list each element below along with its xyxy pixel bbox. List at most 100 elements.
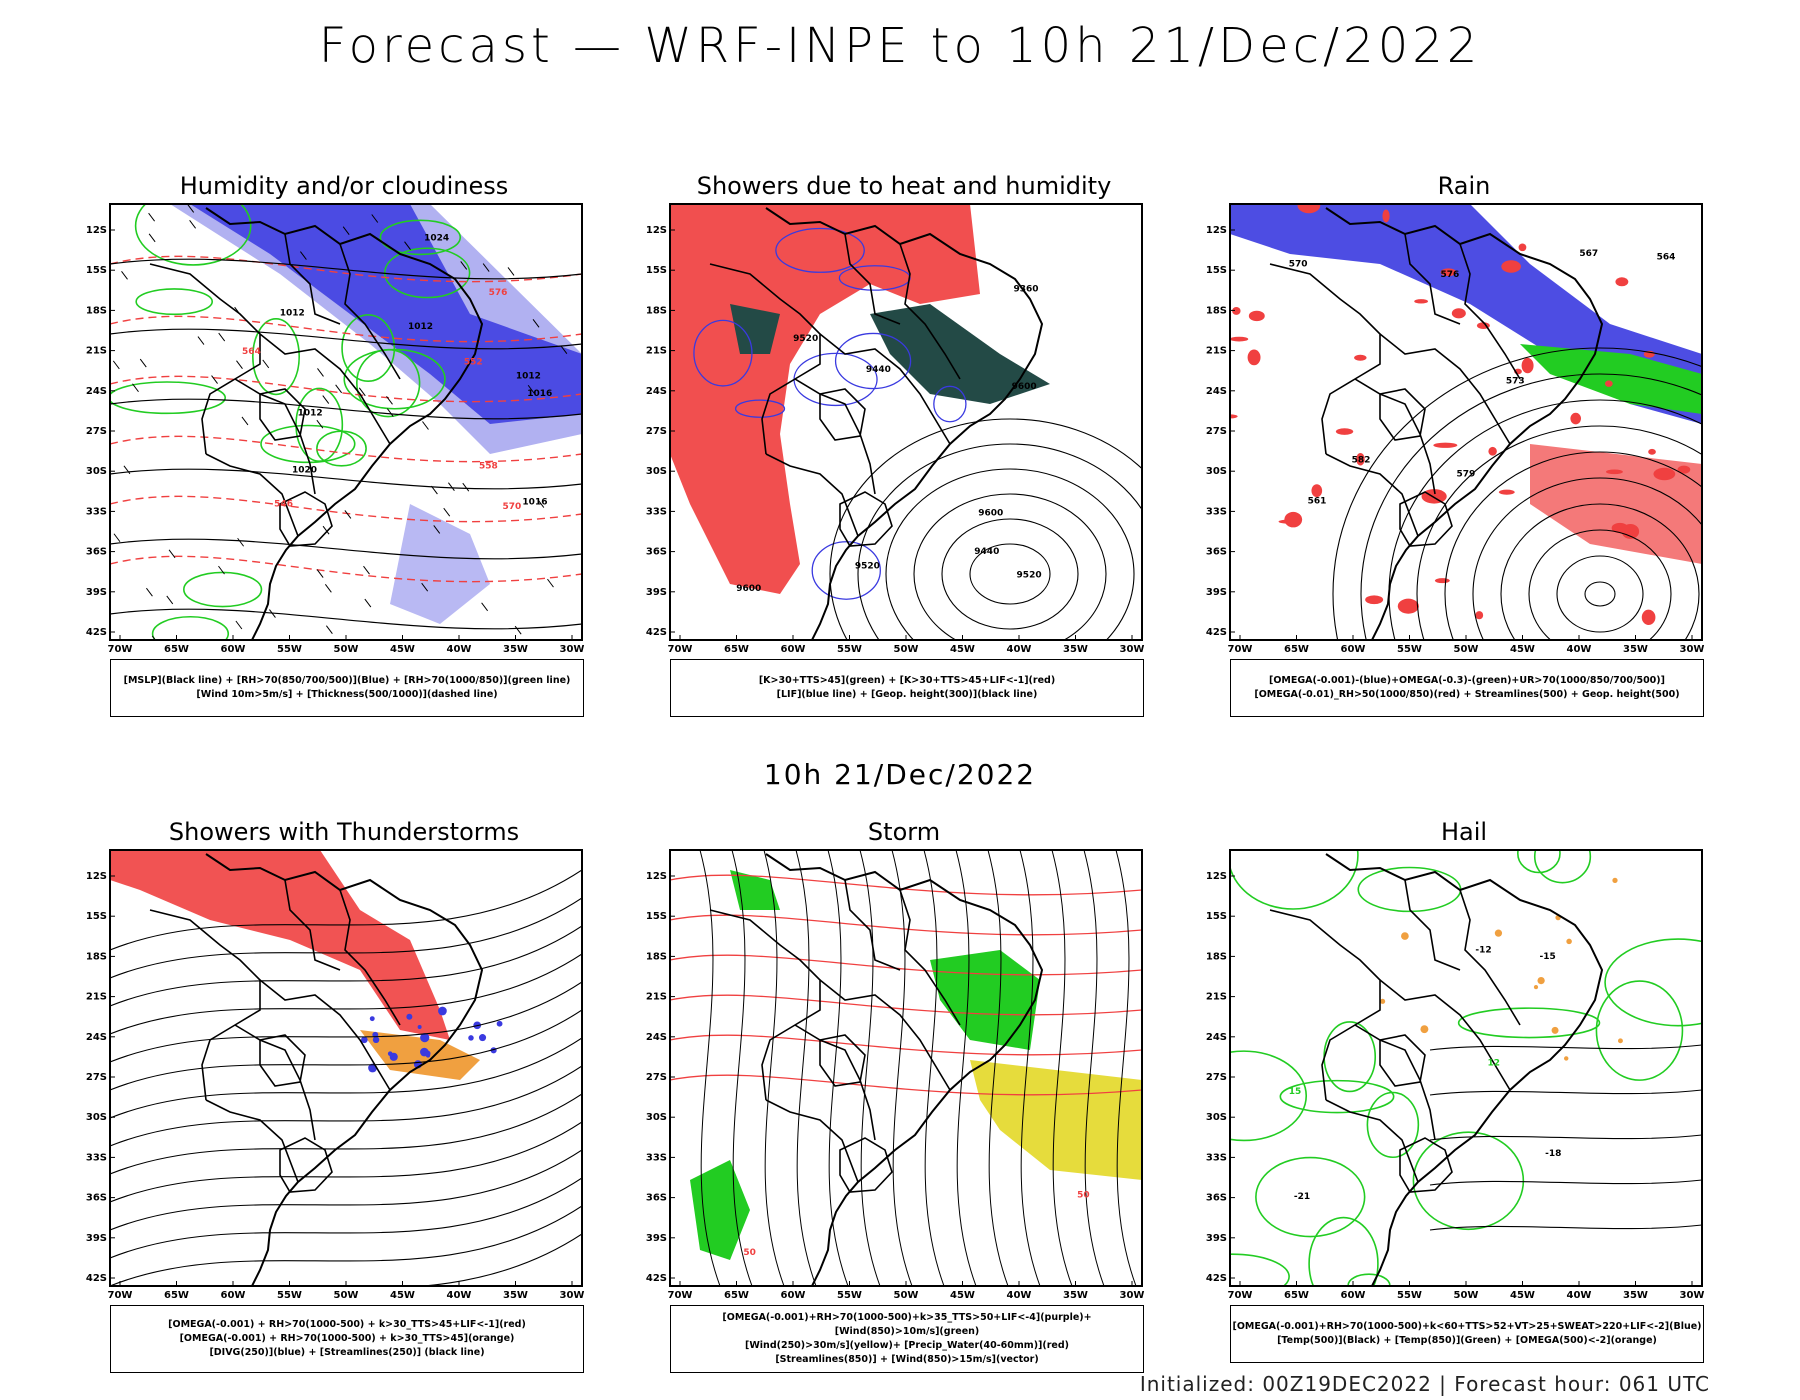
wind-vector <box>197 336 205 345</box>
wind-vector <box>146 587 153 597</box>
wind-vector <box>235 620 243 630</box>
legend-line: [K>30+TTS>45](green) + [K>30+TTS>45+LIF<… <box>758 675 1056 686</box>
lon-label: 55W <box>277 644 302 655</box>
thickness-dashed-line <box>110 435 582 463</box>
wind-vector <box>113 533 121 543</box>
omega-red-speckle <box>1297 204 1321 214</box>
omega-orange-speckle <box>1612 877 1618 883</box>
divg-blue-speckle <box>468 1035 474 1041</box>
contour-label: 576 <box>1441 270 1460 280</box>
wind-vector <box>299 251 307 260</box>
uruguay-border <box>279 491 333 547</box>
thickness-dashed-line <box>110 375 582 403</box>
lon-label: 60W <box>781 644 806 655</box>
streamline-250 <box>110 1121 582 1203</box>
temp-850-green-contour <box>1230 1253 1290 1286</box>
divg-blue-speckle <box>478 1034 487 1042</box>
lon-label: 70W <box>1228 644 1253 655</box>
contour-label: 582 <box>1352 455 1371 465</box>
country-border <box>1459 243 1521 380</box>
streamline-250 <box>110 953 582 1035</box>
legend-box: [OMEGA(-0.001)-(blue)+OMEGA(-0.3)-(green… <box>1230 659 1704 717</box>
country-border <box>709 909 821 1101</box>
wind-vector <box>237 537 245 547</box>
panel-storm: Storm 50 50 12S 15S 18S 21S 24S 27S 30S 33S 36S 39S… <box>644 818 1164 1378</box>
country-border <box>234 1024 316 1141</box>
lat-label: 15S <box>86 265 107 276</box>
lat-label: 15S <box>646 265 667 276</box>
lon-label: 30W <box>1680 644 1705 655</box>
omega-red-speckle <box>1232 307 1241 315</box>
omega-red-area <box>1530 444 1702 564</box>
rh-blue-area <box>190 204 582 424</box>
wind-vector <box>431 485 438 495</box>
field-layer: 50 50 <box>670 850 1142 1286</box>
lon-label: 40W <box>1567 644 1592 655</box>
wind-vector <box>443 507 451 517</box>
lon-label: 65W <box>1284 644 1309 655</box>
lat-label: 36S <box>86 547 107 558</box>
lon-label: 65W <box>724 644 749 655</box>
lif-blue-line <box>775 227 865 273</box>
wind-vector <box>527 384 535 394</box>
kt-green-area <box>730 304 780 354</box>
temp-850-green-contour <box>1517 850 1561 874</box>
lon-label: 60W <box>1341 644 1366 655</box>
lon-label: 65W <box>164 1290 189 1301</box>
divg-blue-speckle <box>372 1036 380 1044</box>
country-border <box>1459 889 1521 1026</box>
wind-vector <box>462 482 470 492</box>
lat-label: 12S <box>646 225 667 236</box>
lon-label: 40W <box>1007 644 1032 655</box>
country-border <box>1404 879 1461 971</box>
geop-500-contour <box>1584 581 1616 607</box>
lat-label: 21S <box>1206 346 1227 357</box>
country-border <box>899 243 961 380</box>
lon-label: 50W <box>894 644 919 655</box>
lif-blue-line <box>933 385 967 423</box>
panel-title: Showers with Thunderstorms <box>168 818 520 846</box>
mslp-isobar <box>110 398 582 420</box>
omega-red-speckle <box>1501 260 1521 273</box>
rh-green-contour <box>151 615 230 640</box>
country-border <box>284 233 341 325</box>
wind-vector <box>269 609 276 618</box>
streamline-250 <box>110 981 582 1063</box>
streamline-850 <box>987 850 1009 1286</box>
contour-label: 12 <box>1488 1058 1501 1068</box>
mslp-isobar <box>110 328 582 350</box>
lif-red-area <box>670 204 980 594</box>
lon-label: 45W <box>390 644 415 655</box>
streamline-850 <box>923 850 945 1286</box>
coastline <box>765 207 1044 640</box>
wind-vector <box>514 625 522 635</box>
contour-label: 1012 <box>516 371 541 381</box>
field-layer: 9600 9600 9600 9520 9520 9520 9440 9440 9360 <box>670 204 1142 640</box>
rh-green-contour <box>341 314 396 383</box>
contour-label: 50 <box>743 1248 756 1258</box>
rh-green-contour <box>135 288 214 316</box>
lat-label: 39S <box>646 1233 667 1244</box>
temp-850-green-contour <box>1412 1131 1525 1231</box>
contour-label: -15 <box>1539 952 1555 962</box>
panel-title: Showers due to heat and humidity <box>696 172 1112 200</box>
contour-label: 50 <box>1077 1191 1090 1201</box>
legend-box: [OMEGA(-0.001) + RH>70(1000-500) + k>30_… <box>110 1305 584 1373</box>
lat-label: 18S <box>1206 951 1227 962</box>
hail-map: -12 -15 -18 -21 12 15 12S 15S 18S 21S 24S 27S 30S 33S… <box>1206 849 1704 1301</box>
paraguay-border <box>259 388 306 441</box>
country-border <box>259 979 391 1091</box>
omega-red-speckle <box>1354 354 1367 361</box>
wind-vector <box>148 233 156 243</box>
country-border <box>339 243 401 380</box>
panel-title: Storm <box>867 818 941 846</box>
lat-label: 30S <box>86 466 107 477</box>
rh-green-contour <box>110 381 227 415</box>
country-border <box>205 453 299 537</box>
lon-label: 70W <box>668 644 693 655</box>
panel-title: Hail <box>1440 818 1488 846</box>
omega-orange-speckle <box>1617 1038 1623 1044</box>
wind-vector <box>316 419 324 429</box>
wind-vector <box>358 387 366 397</box>
omega-orange-speckle <box>1563 1056 1569 1061</box>
